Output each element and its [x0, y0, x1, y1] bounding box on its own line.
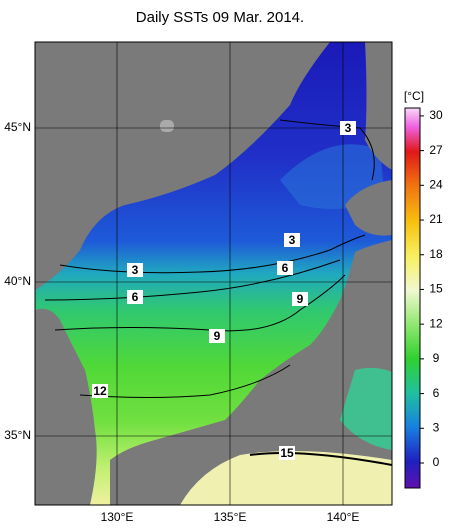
- contour-label-box: [277, 261, 293, 275]
- lat-label: 40°N: [4, 274, 31, 288]
- contour-label: 9: [214, 329, 221, 343]
- colorbar-tick-label: 24: [429, 177, 443, 191]
- contours: [44, 119, 392, 466]
- lake: [160, 120, 174, 132]
- contour-label: 12: [93, 384, 107, 398]
- title: Daily SSTs 09 Mar. 2014.: [136, 9, 304, 26]
- hokkaido: [345, 180, 392, 236]
- contour-label: 3: [289, 233, 296, 247]
- colorbar: [404, 107, 421, 489]
- grid: [35, 42, 392, 505]
- lat-label: 45°N: [4, 120, 31, 134]
- contour-label-box: [127, 290, 143, 304]
- lon-label: 140°E: [327, 510, 360, 524]
- pacific-sea: [180, 451, 392, 505]
- contour-label-box: [292, 292, 308, 306]
- contour-label-box: [209, 329, 225, 343]
- colorbar-label: [°C]: [404, 89, 424, 103]
- map: [35, 42, 392, 505]
- contour-label-box: [284, 233, 300, 247]
- colorbar-tick-label: 3: [433, 420, 440, 434]
- sakhalin: [365, 42, 392, 170]
- colorbar-tick-label: 6: [433, 386, 440, 400]
- contour-label: 9: [297, 292, 304, 306]
- lat-label: 35°N: [4, 428, 31, 442]
- lon-label: 130°E: [101, 510, 134, 524]
- colorbar-tick-label: 9: [433, 351, 440, 365]
- contour-label: 6: [132, 290, 139, 304]
- korea: [35, 308, 97, 505]
- map-frame: [34, 41, 393, 506]
- colorbar-tick-label: 15: [429, 282, 443, 296]
- contour-label-box: [340, 121, 356, 135]
- contour-label-box: [127, 263, 143, 277]
- contour-label: 3: [345, 121, 352, 135]
- contour-label: 3: [132, 263, 139, 277]
- continent: [35, 42, 330, 290]
- colorbar-tick-label: 30: [429, 108, 443, 122]
- colorbar-tick-label: 18: [429, 247, 443, 261]
- colorbar-tick-label: 21: [429, 212, 443, 226]
- contour-label: 15: [280, 446, 294, 460]
- colorbar-tick-label: 27: [429, 143, 443, 157]
- pacific-sea-east: [340, 367, 392, 450]
- contour-label-box: [279, 446, 295, 460]
- colorbar-tick-label: 0: [433, 455, 440, 469]
- contour-label-box: [92, 384, 108, 398]
- colorbar-tick-label: 12: [429, 316, 443, 330]
- contour-label: 6: [282, 261, 289, 275]
- lon-label: 135°E: [214, 510, 247, 524]
- honshu: [110, 240, 392, 505]
